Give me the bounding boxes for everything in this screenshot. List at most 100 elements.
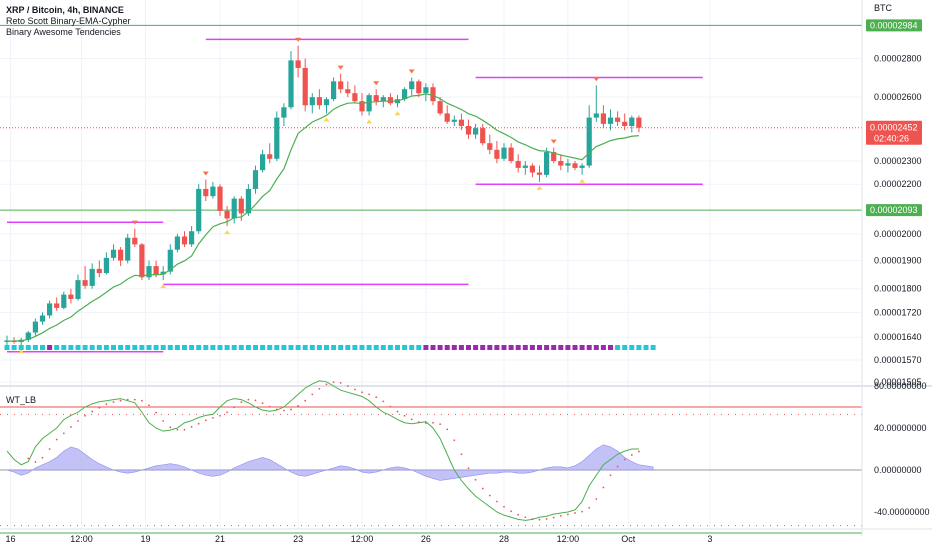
signal-dot <box>581 510 583 513</box>
tendency-square <box>11 345 17 350</box>
sell-signal-marker <box>408 69 415 74</box>
tendency-square <box>324 345 329 350</box>
price-tick-label: 0.00002800 <box>874 54 922 64</box>
signal-dot <box>268 405 271 408</box>
tendency-square <box>4 345 10 350</box>
tendency-square <box>40 345 45 350</box>
candle-body <box>217 186 223 211</box>
sell-signal-marker <box>337 65 344 70</box>
signal-dot <box>339 381 342 384</box>
signal-dot <box>638 450 640 453</box>
level-lines <box>0 24 862 211</box>
sell-signal-marker <box>202 171 209 176</box>
signal-dot <box>98 406 101 409</box>
signal-dot <box>531 518 534 520</box>
signal-dot <box>119 399 122 402</box>
candle-body <box>267 154 273 159</box>
magenta-levels <box>7 38 703 353</box>
signal-dot <box>70 426 72 428</box>
signal-dot <box>176 428 179 431</box>
signal-dot <box>91 410 94 413</box>
price-axis[interactable]: 0.00002800 0.00002600 0.00002300 0.00002200… <box>874 54 922 387</box>
time-tick-label: 12:00 <box>557 534 580 544</box>
grid-lines <box>0 0 862 529</box>
candle-body <box>387 97 393 104</box>
signal-dot <box>481 487 484 490</box>
tendency-square <box>473 345 479 350</box>
candle-body <box>231 198 237 219</box>
tendency-square <box>345 345 351 350</box>
tendency-square <box>295 345 301 350</box>
level-price-tag <box>866 19 922 32</box>
candle-body <box>167 249 173 272</box>
time-axis[interactable]: 16 12:00 19 21 23 12:00 26 28 12:00 Oct 3 <box>6 534 713 544</box>
candle-body <box>238 198 244 214</box>
tendency-square <box>89 345 95 350</box>
signal-dot <box>183 428 186 431</box>
candle-body <box>515 161 521 168</box>
oscillator-axis[interactable]: 80.00000000 40.00000000 0.00000000 -40.0000… <box>874 381 930 517</box>
tendency-square <box>82 345 88 350</box>
candle-body <box>558 161 564 166</box>
tendency-square <box>189 345 195 350</box>
candle-body <box>245 188 251 214</box>
price-tick-label: 0.00002000 <box>874 229 922 239</box>
tendency-square <box>352 345 358 350</box>
symbol-title[interactable]: XRP / Bitcoin, 4h, BINANCE <box>6 5 124 15</box>
price-tick-label: 0.00001800 <box>874 284 922 294</box>
tendency-square <box>103 345 109 350</box>
candle-body <box>61 294 67 308</box>
tendency-square <box>231 345 237 350</box>
candle-body <box>444 113 450 122</box>
candle-body <box>203 188 209 197</box>
candle-body <box>189 231 195 245</box>
tendency-square <box>210 345 216 350</box>
signal-dot <box>503 505 505 508</box>
tendency-square <box>558 345 564 350</box>
candle-body <box>316 97 322 106</box>
signal-dot <box>240 401 243 403</box>
oscillator-tick-label: 0.00000000 <box>874 465 922 475</box>
candle-body <box>586 117 592 166</box>
tendency-square <box>309 345 315 350</box>
level-price-tag <box>866 204 922 217</box>
wt-lb-label[interactable]: WT_LB <box>6 395 37 405</box>
price-tick-label: 0.00002600 <box>874 92 922 102</box>
tendency-square <box>643 345 649 350</box>
signal-dot <box>311 393 314 396</box>
signal-dot <box>169 426 172 429</box>
signal-dot <box>595 498 598 500</box>
candle-body <box>600 113 606 124</box>
time-tick-label: 16 <box>6 534 16 544</box>
candle-body <box>487 143 493 150</box>
signal-dot <box>346 385 349 387</box>
candle-body <box>366 95 372 112</box>
candle-body <box>430 87 436 102</box>
signal-dot <box>318 387 321 390</box>
tendency-square <box>118 345 124 350</box>
candle-body <box>323 99 330 106</box>
time-tick-label: 19 <box>140 534 150 544</box>
signal-dot <box>517 513 520 516</box>
candle-body <box>118 249 124 261</box>
candle-body <box>54 303 60 308</box>
oscillator-tick-label: -40.00000000 <box>874 507 930 517</box>
tendency-square <box>96 345 102 350</box>
candle-body <box>82 280 88 286</box>
tendency-square <box>359 345 365 350</box>
time-tick-label: 12:00 <box>351 534 374 544</box>
signal-dot <box>510 510 512 513</box>
indicator-ema-cypher-label[interactable]: Reto Scott Binary-EMA-Cypher <box>6 16 131 26</box>
signal-dot <box>325 383 328 386</box>
signal-dot <box>545 518 548 520</box>
indicator-awesome-tendencies-label[interactable]: Binary Awesome Tendencies <box>6 27 121 37</box>
signal-dot <box>84 414 86 417</box>
signal-dot <box>162 420 165 422</box>
candle-body <box>494 149 500 159</box>
candle-body <box>260 154 266 171</box>
price-tick-label: 0.00001900 <box>874 256 922 266</box>
buy-signal-marker <box>323 117 330 122</box>
candle-body <box>309 97 315 106</box>
candle-body <box>338 81 344 90</box>
